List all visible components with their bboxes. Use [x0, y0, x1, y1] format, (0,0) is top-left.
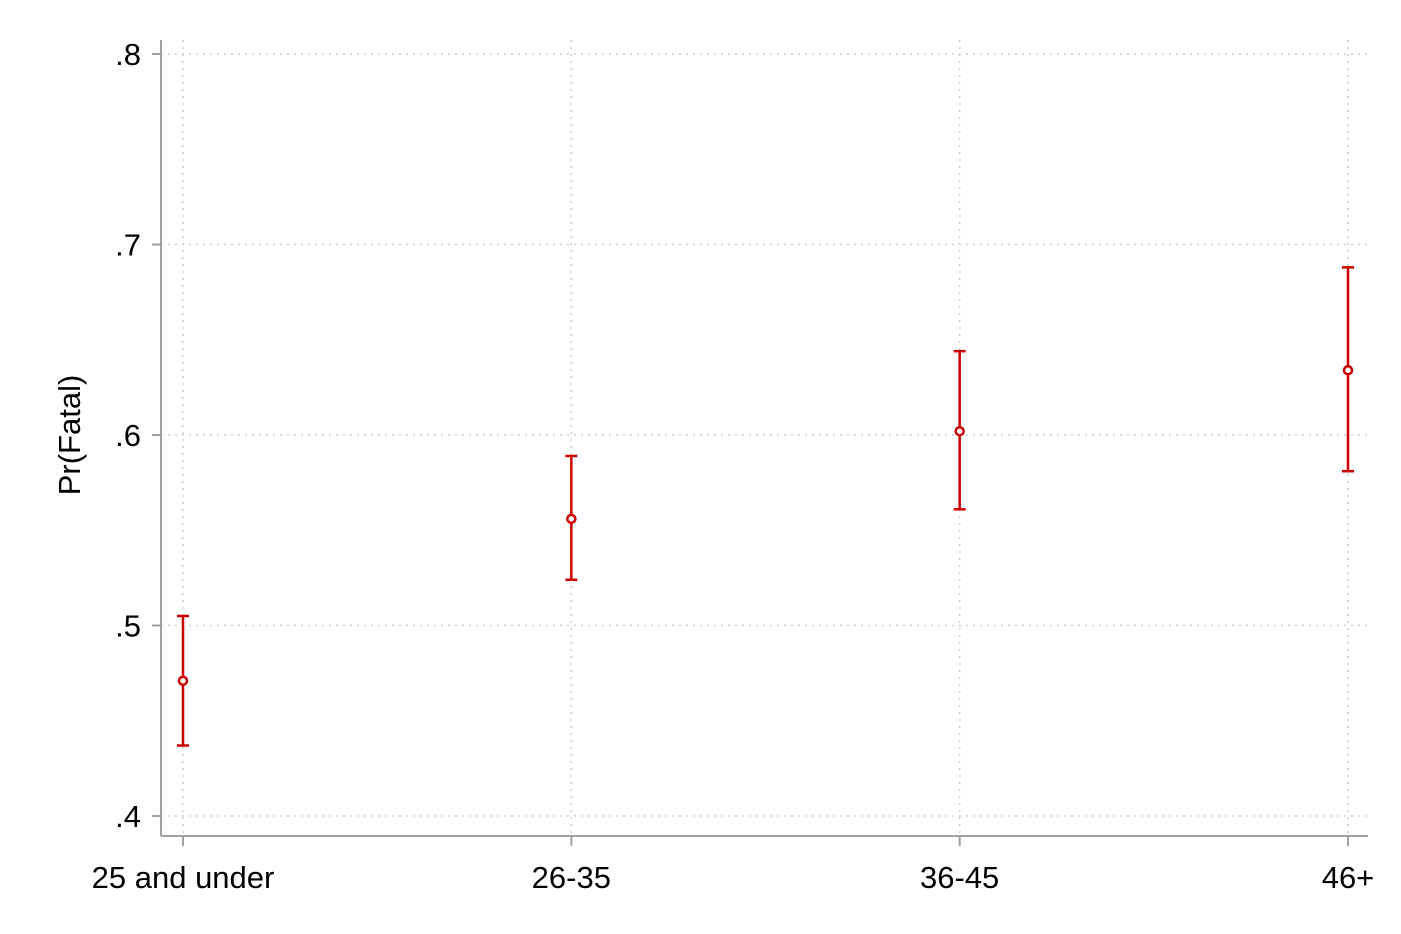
data-point: [566, 513, 577, 525]
data-point: [1342, 364, 1354, 376]
x-tick-label: 26-35: [532, 860, 611, 895]
y-tick-labels: .4 .5 .6 .7 .8: [115, 37, 141, 834]
x-tick-labels: 25 and under 26-35 36-45 46+: [92, 860, 1375, 895]
y-tick-label: .6: [115, 418, 141, 453]
x-tick-label: 25 and under: [92, 860, 275, 895]
data-point: [954, 425, 965, 437]
data-point: [177, 675, 189, 686]
axes: [160, 40, 1368, 837]
y-tick-label: .8: [115, 37, 141, 72]
y-tick-label: .4: [115, 799, 141, 834]
y-axis-title: Pr(Fatal): [52, 375, 87, 496]
x-tick-label: 36-45: [920, 860, 999, 895]
tick-marks: [152, 53, 1349, 846]
plot-marks: [177, 266, 1354, 747]
y-tick-label: .5: [115, 609, 141, 644]
y-tick-label: .7: [115, 228, 141, 263]
grid-lines: [161, 40, 1368, 836]
x-tick-label: 46+: [1322, 860, 1375, 895]
